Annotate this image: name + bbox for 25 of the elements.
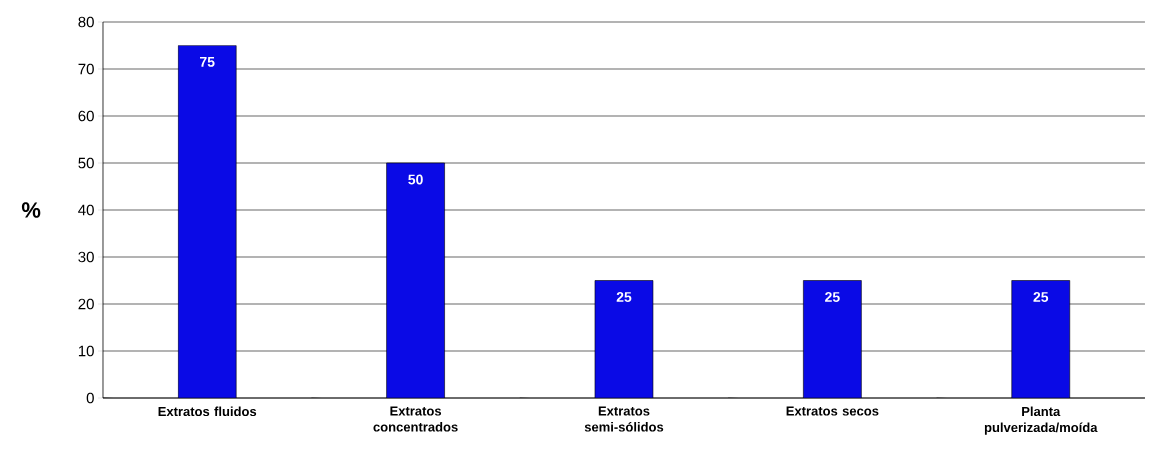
bar [594, 280, 654, 398]
bar [386, 162, 445, 398]
y-tick-label: 10 [78, 345, 94, 357]
data-label: 75 [200, 57, 215, 67]
x-tick-label: Extratos fluidos [158, 406, 257, 417]
y-tick-label: 50 [78, 157, 94, 169]
y-axis-title: % [21, 202, 41, 218]
data-label: 25 [616, 292, 632, 302]
y-tick-label: 70 [78, 63, 94, 75]
y-tick-label: 60 [78, 110, 94, 122]
x-tick-label: Planta pulverizada/moída [984, 406, 1098, 435]
x-tick-label: Extratos secos [786, 406, 879, 416]
x-tick-label: Extratos semi-sólidos [584, 406, 664, 432]
y-tick-label: 30 [78, 251, 94, 263]
data-label: 25 [825, 292, 840, 302]
bar [1011, 280, 1071, 398]
y-tick-label: 20 [78, 298, 94, 310]
bar [803, 280, 862, 398]
data-label: 50 [408, 174, 423, 185]
bar [177, 45, 237, 398]
y-tick-label: 40 [78, 204, 94, 216]
x-tick-label: Extratos concentrados [373, 406, 458, 432]
y-tick-label: 80 [78, 16, 94, 28]
y-tick-label: 0 [86, 392, 94, 404]
data-label: 25 [1033, 292, 1049, 302]
